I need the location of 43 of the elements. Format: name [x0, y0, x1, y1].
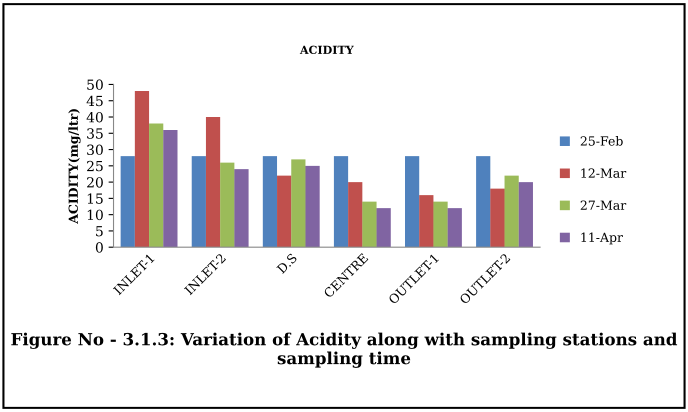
legend-label: 25-Feb — [580, 136, 623, 146]
y-tick-label: 0 — [96, 242, 103, 253]
y-tick-label: 45 — [86, 96, 103, 106]
bar — [476, 156, 490, 248]
y-tick-label: 35 — [87, 128, 103, 139]
bar — [348, 182, 362, 248]
bar — [334, 156, 348, 248]
y-tick-label: 40 — [86, 112, 103, 122]
bar — [433, 202, 448, 248]
bar — [163, 130, 178, 248]
legend-label: 27-Mar — [580, 200, 626, 210]
y-tick-label: 50 — [87, 79, 103, 90]
bar — [518, 182, 533, 248]
bar — [149, 124, 164, 248]
bar — [206, 117, 220, 248]
bar — [405, 156, 420, 248]
legend-label: 12-Mar — [581, 168, 626, 178]
bar — [362, 202, 377, 248]
bar — [504, 176, 519, 248]
legend-label: 11-Apr — [581, 232, 623, 244]
text: Figure No - 3.1.3: Variation of Acidity along with sampling stations and sampling time — [11, 332, 678, 368]
y-tick-label: 5 — [96, 226, 103, 236]
bar — [419, 195, 434, 248]
bar — [120, 156, 135, 248]
bar — [262, 156, 278, 248]
y-tick-label: 10 — [88, 210, 103, 220]
y-tick-label: 15 — [88, 193, 103, 204]
bar — [134, 90, 150, 248]
bar — [448, 208, 462, 248]
bar — [192, 156, 206, 248]
y-tick-label: 30 — [87, 144, 103, 156]
y-tick-label: 20 — [87, 177, 103, 188]
bar — [277, 176, 292, 248]
x-tick-label: D.S — [276, 252, 298, 274]
chart-title: ACIDITY — [300, 46, 354, 54]
bar — [305, 166, 320, 248]
y-axis-title: ACIDITY(mg/ltr) — [68, 109, 81, 224]
bar — [234, 169, 249, 248]
bar — [376, 208, 391, 248]
bar — [291, 159, 306, 248]
bar — [490, 188, 505, 248]
y-tick-label: 25 — [87, 160, 103, 172]
bar — [220, 162, 234, 248]
